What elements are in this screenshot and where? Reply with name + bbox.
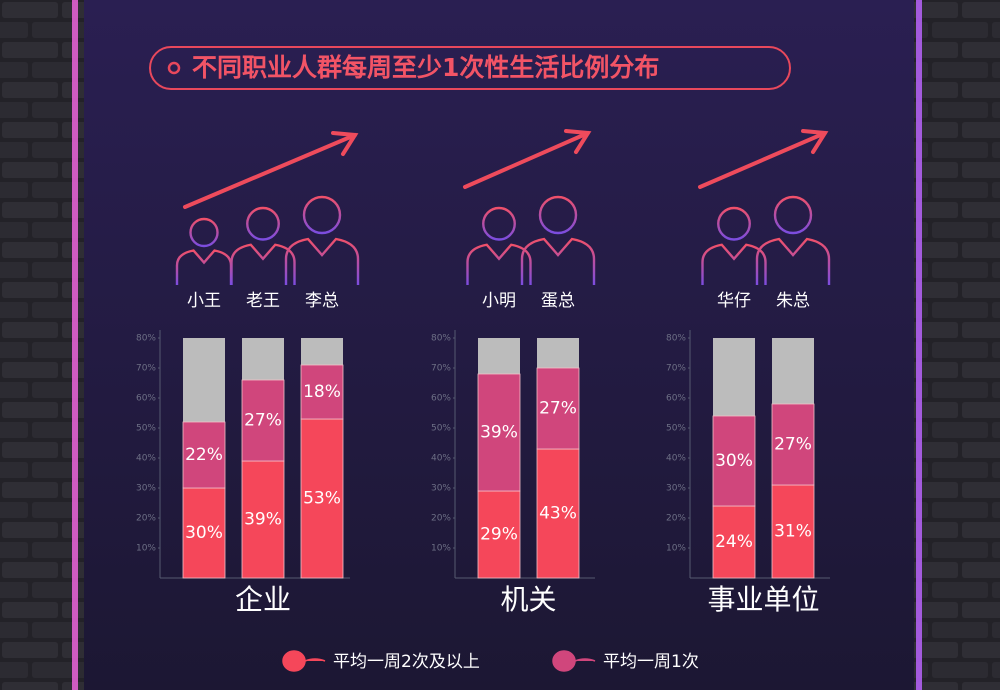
bar-segment <box>477 373 521 492</box>
y-tick-label: 10% <box>136 544 156 554</box>
y-tick-label: 60% <box>431 394 451 404</box>
head <box>302 195 342 235</box>
person-name: 老王 <box>246 291 280 311</box>
bar-segment <box>300 418 344 579</box>
y-tick-label: 40% <box>136 454 156 464</box>
group-label: 企业 <box>235 583 291 616</box>
head <box>717 206 751 241</box>
value-label: 30% <box>185 523 223 543</box>
y-tick-label: 10% <box>666 544 686 554</box>
y-tick-label: 80% <box>431 334 451 344</box>
shoulders <box>520 237 596 285</box>
bar-segment <box>536 367 580 450</box>
head <box>538 195 578 235</box>
title: 不同职业人群每周至少1次性生活比例分布 <box>192 53 659 82</box>
bar-segment <box>241 379 285 462</box>
arrows <box>183 129 829 209</box>
bar-segment <box>182 487 226 579</box>
bar-segment <box>712 505 756 579</box>
legend-swatch <box>552 650 596 672</box>
y-tick-label: 30% <box>431 484 451 494</box>
y-tick-label: 30% <box>666 484 686 494</box>
title-dot <box>167 61 181 75</box>
value-label: 27% <box>774 435 812 455</box>
person-icon <box>230 206 296 285</box>
head <box>246 206 280 241</box>
bar-segment <box>771 484 815 579</box>
y-tick-label: 40% <box>666 454 686 464</box>
y-tick-label: 20% <box>431 514 451 524</box>
value-label: 18% <box>303 382 341 402</box>
value-label: 24% <box>715 532 753 552</box>
y-tick-label: 20% <box>136 514 156 524</box>
y-tick-label: 50% <box>431 424 451 434</box>
y-tick-label: 10% <box>431 544 451 554</box>
value-label: 53% <box>303 489 341 509</box>
person-icon <box>466 206 532 285</box>
person-icon <box>755 195 831 285</box>
neon-right <box>916 0 922 690</box>
bar-segment <box>300 364 344 420</box>
shoulders <box>755 237 831 285</box>
value-label: 27% <box>539 399 577 419</box>
person-icon <box>175 217 233 285</box>
value-label: 31% <box>774 522 812 542</box>
person-name: 小明 <box>482 291 516 311</box>
shoulders <box>230 243 296 285</box>
head <box>189 217 219 248</box>
y-tick-label: 60% <box>136 394 156 404</box>
value-label: 29% <box>480 525 518 545</box>
shoulders <box>175 249 233 285</box>
legend-swatch <box>282 650 326 672</box>
neon-left <box>72 0 78 690</box>
shoulders <box>284 237 360 285</box>
y-tick-label: 70% <box>136 364 156 374</box>
value-label: 43% <box>539 504 577 524</box>
person-name: 华仔 <box>717 291 751 311</box>
person-name: 李总 <box>305 291 339 311</box>
y-tick-label: 80% <box>136 334 156 344</box>
y-tick-label: 70% <box>666 364 686 374</box>
value-label: 30% <box>715 451 753 471</box>
y-tick-label: 70% <box>431 364 451 374</box>
y-tick-label: 80% <box>666 334 686 344</box>
title-frame <box>149 46 791 90</box>
group-label: 事业单位 <box>707 583 819 616</box>
person-name: 蛋总 <box>541 291 575 311</box>
y-tick-label: 50% <box>666 424 686 434</box>
person-icon <box>520 195 596 285</box>
shoulders <box>466 243 532 285</box>
head <box>482 206 516 241</box>
legend-label: 平均一周2次及以上 <box>333 652 480 672</box>
y-tick-label: 20% <box>666 514 686 524</box>
bar-segment <box>241 460 285 579</box>
legend-label: 平均一周1次 <box>603 652 699 672</box>
head <box>773 195 813 235</box>
y-tick-label: 30% <box>136 484 156 494</box>
group-label: 机关 <box>500 583 556 616</box>
person-name: 小王 <box>187 291 221 311</box>
y-tick-label: 40% <box>431 454 451 464</box>
person-name: 朱总 <box>776 291 810 311</box>
bar-segment <box>182 421 226 489</box>
y-tick-label: 60% <box>666 394 686 404</box>
shoulders <box>701 243 767 285</box>
value-label: 22% <box>185 445 223 465</box>
value-label: 27% <box>244 411 282 431</box>
value-label: 39% <box>244 510 282 530</box>
bar-segment <box>536 448 580 579</box>
bar-segment <box>771 403 815 486</box>
y-tick-label: 50% <box>136 424 156 434</box>
value-label: 39% <box>480 423 518 443</box>
person-icon <box>284 195 360 285</box>
person-icon <box>701 206 767 285</box>
bar-segment <box>712 415 756 507</box>
